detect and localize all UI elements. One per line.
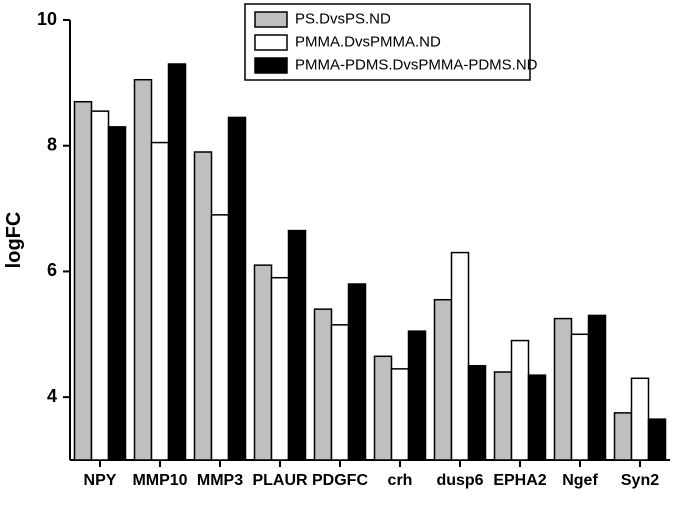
bar <box>375 356 392 460</box>
bar <box>529 375 546 460</box>
bar <box>409 331 426 460</box>
x-tick-label: MMP3 <box>197 472 243 489</box>
bar <box>135 80 152 460</box>
bar <box>615 413 632 460</box>
y-tick-label: 4 <box>47 386 57 406</box>
bar <box>289 231 306 460</box>
bar <box>572 334 589 460</box>
legend-swatch <box>255 58 287 73</box>
bar <box>452 253 469 460</box>
bar <box>169 64 186 460</box>
bar <box>92 111 109 460</box>
x-tick-label: PLAUR <box>252 472 308 489</box>
bar <box>229 117 246 460</box>
x-tick-label: NPY <box>84 472 117 489</box>
bar <box>332 325 349 460</box>
bar <box>649 419 666 460</box>
bar <box>75 102 92 460</box>
bar <box>495 372 512 460</box>
x-tick-label: Ngef <box>562 472 598 489</box>
y-axis-label: logFC <box>3 212 25 269</box>
x-tick-label: EPHA2 <box>493 472 546 489</box>
legend-label: PS.DvsPS.ND <box>295 10 391 27</box>
bar-chart: 4 6 8 10 logFC NPY MMP10 MMP3 PLAURPDGFC crh dusp6… <box>0 0 696 513</box>
x-tick-label: dusp6 <box>436 472 483 489</box>
bar <box>195 152 212 460</box>
bar <box>255 265 272 460</box>
x-tick-label: MMP10 <box>132 472 187 489</box>
bar <box>589 315 606 460</box>
bar <box>512 341 529 460</box>
y-tick-label: 10 <box>37 9 57 29</box>
bar <box>272 278 289 460</box>
bar <box>109 127 126 460</box>
legend-label: PMMA-PDMS.DvsPMMA-PDMS.ND <box>295 56 538 73</box>
bar <box>435 300 452 460</box>
legend-swatch <box>255 35 287 50</box>
bar <box>632 378 649 460</box>
x-tick-label: PDGFC <box>312 472 368 489</box>
bar <box>555 319 572 460</box>
y-tick-label: 8 <box>47 134 57 154</box>
bar <box>152 143 169 460</box>
y-tick-label: 6 <box>47 260 57 280</box>
x-tick-label: Syn2 <box>621 472 659 489</box>
legend-swatch <box>255 12 287 27</box>
bar <box>469 366 486 460</box>
bar <box>392 369 409 460</box>
legend-label: PMMA.DvsPMMA.ND <box>295 33 441 50</box>
bar <box>212 215 229 460</box>
chart-svg: 4 6 8 10 logFC NPY MMP10 MMP3 PLAURPDGFC crh dusp6… <box>0 0 696 513</box>
bar <box>349 284 366 460</box>
bar <box>315 309 332 460</box>
x-tick-label: crh <box>388 472 413 489</box>
